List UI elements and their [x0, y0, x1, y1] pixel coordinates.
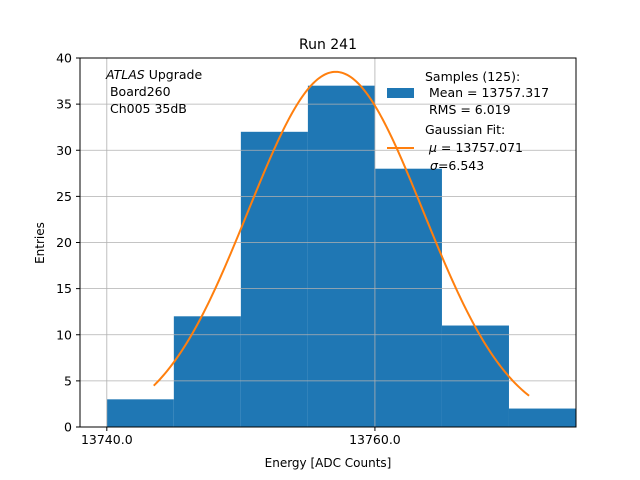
histogram-bar-0 [106, 399, 174, 427]
y-tick-label-5: 5 [64, 373, 72, 388]
x-axis-label: Energy [ADC Counts] [265, 456, 392, 470]
annotation-line-1: ATLAS Upgrade [105, 67, 202, 82]
legend-fit-title: Gaussian Fit: [425, 122, 505, 137]
x-axis-ticks: 13740.0 13760.0 [81, 427, 401, 447]
legend: Samples (125): Mean = 13757.317 RMS = 6.… [387, 69, 549, 173]
legend-mu-symbol: μ [428, 140, 437, 155]
y-tick-label-40: 40 [56, 51, 72, 66]
atlas-annotation: ATLAS Upgrade Board260 Ch005 35dB [105, 67, 202, 116]
annotation-line-2: Board260 [106, 84, 171, 99]
legend-samples-title: Samples (125): [425, 69, 520, 84]
legend-sigma-symbol: σ [430, 158, 439, 173]
histogram-bar-6 [508, 408, 576, 427]
annotation-atlas: ATLAS [105, 67, 145, 82]
legend-samples-swatch [387, 88, 414, 98]
chart-title: Run 241 [299, 37, 357, 53]
histogram-bar-4 [374, 168, 442, 427]
x-tick-label-1: 13760.0 [349, 432, 401, 447]
annotation-upgrade: Upgrade [145, 67, 203, 82]
y-tick-label-35: 35 [56, 97, 72, 112]
y-tick-label-25: 25 [56, 189, 72, 204]
histogram-bar-3 [307, 85, 375, 428]
y-axis-label: Entries [33, 222, 47, 264]
y-axis-ticks: 0 5 10 15 20 25 30 35 40 [56, 51, 80, 435]
annotation-line-3: Ch005 35dB [106, 101, 187, 116]
legend-fit-sigma: σ=6.543 [430, 158, 484, 173]
y-tick-label-30: 30 [56, 143, 72, 158]
gaussian-fit-curve [153, 70, 530, 397]
histogram-bar-2 [240, 131, 308, 428]
legend-mu-value: = 13757.071 [437, 140, 523, 155]
y-tick-label-0: 0 [64, 420, 72, 435]
legend-samples-mean: Mean = 13757.317 [425, 85, 549, 100]
legend-fit-mu: μ = 13757.071 [428, 140, 523, 155]
legend-samples-rms: RMS = 6.019 [425, 102, 511, 117]
y-tick-label-20: 20 [56, 235, 72, 250]
histogram-bar-1 [173, 316, 241, 427]
histogram-bar-5 [441, 325, 509, 427]
y-tick-label-15: 15 [56, 281, 72, 296]
legend-sigma-value: =6.543 [438, 158, 484, 173]
histogram-bars [106, 85, 576, 428]
x-tick-label-0: 13740.0 [81, 432, 133, 447]
y-tick-label-10: 10 [56, 327, 72, 342]
